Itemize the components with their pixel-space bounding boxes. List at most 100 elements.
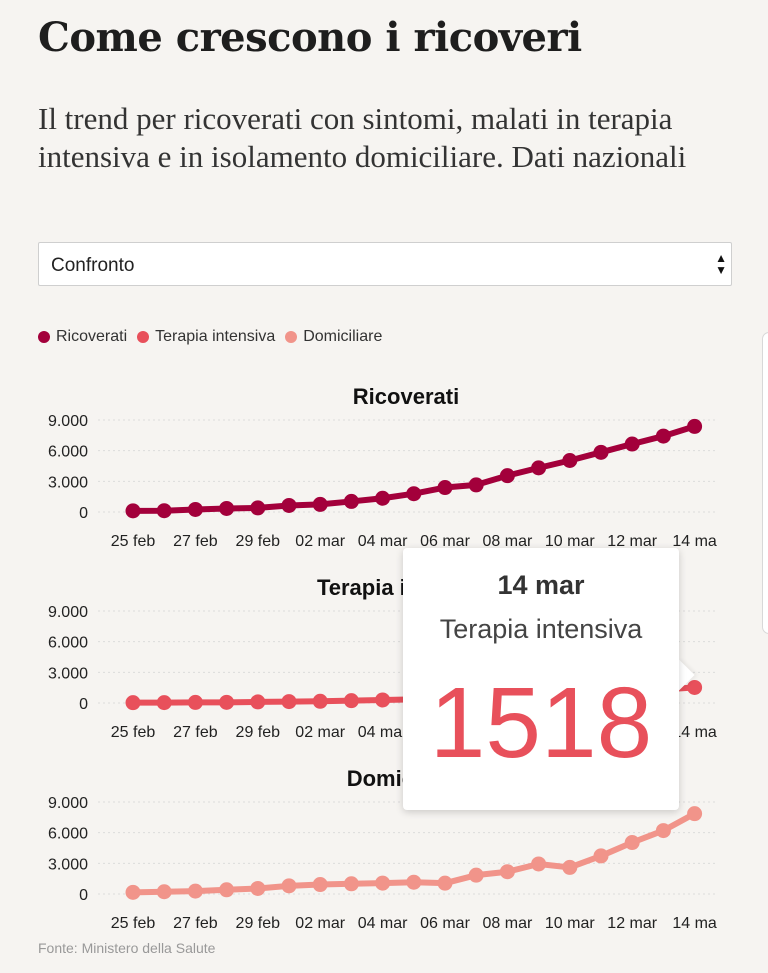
x-tick-label: 27 feb — [173, 724, 218, 741]
x-tick-label: 02 mar — [295, 915, 345, 932]
x-tick-label: 12 mar — [607, 915, 657, 932]
data-point — [562, 859, 578, 875]
data-point — [593, 444, 609, 460]
x-tick-label: 27 feb — [173, 533, 218, 550]
data-point — [219, 694, 235, 710]
x-tick-label: 14 ma — [672, 533, 717, 550]
y-tick-label: 3.000 — [48, 856, 88, 873]
data-point — [687, 806, 703, 822]
x-tick-label: 29 feb — [236, 915, 281, 932]
data-point — [187, 883, 203, 899]
y-tick-label: 3.000 — [48, 665, 88, 682]
x-tick-label: 29 feb — [236, 533, 281, 550]
data-point — [156, 503, 172, 519]
data-point — [343, 493, 359, 509]
data-point — [250, 880, 266, 896]
x-tick-label: 04 mar — [358, 724, 408, 741]
x-tick-label: 04 mar — [358, 915, 408, 932]
data-point — [468, 477, 484, 493]
x-tick-label: 29 feb — [236, 724, 281, 741]
x-tick-label: 25 feb — [111, 533, 156, 550]
data-point — [156, 884, 172, 900]
data-point — [312, 877, 328, 893]
x-tick-label: 08 mar — [483, 915, 533, 932]
data-point — [219, 882, 235, 898]
data-point — [437, 480, 453, 496]
data-point — [687, 679, 703, 695]
data-point — [312, 693, 328, 709]
y-tick-label: 3.000 — [48, 474, 88, 491]
data-point — [499, 468, 515, 484]
x-tick-label: 25 feb — [111, 915, 156, 932]
data-point — [562, 453, 578, 469]
y-tick-label: 6.000 — [48, 826, 88, 843]
legend: Ricoverati Terapia intensiva Domiciliare — [38, 328, 392, 346]
legend-item-terapia-intensiva[interactable]: Terapia intensiva — [137, 328, 275, 346]
y-tick-label: 6.000 — [48, 635, 88, 652]
x-tick-label: 08 mar — [483, 533, 533, 550]
data-point — [499, 864, 515, 880]
data-point — [156, 695, 172, 711]
tooltip-date: 14 mar — [497, 570, 585, 600]
legend-item-domiciliare[interactable]: Domiciliare — [285, 328, 382, 346]
data-point — [125, 695, 141, 711]
data-point — [655, 823, 671, 839]
data-point — [281, 694, 297, 710]
data-point — [624, 835, 640, 851]
y-tick-label: 0 — [79, 696, 88, 713]
data-point — [531, 460, 547, 476]
data-point — [343, 876, 359, 892]
data-point — [655, 428, 671, 444]
legend-item-ricoverati[interactable]: Ricoverati — [38, 328, 127, 346]
x-tick-label: 14 ma — [672, 915, 717, 932]
data-point — [406, 486, 422, 502]
x-tick-label: 10 mar — [545, 915, 595, 932]
page-title: Come crescono i ricoveri — [38, 14, 582, 61]
source-note: Fonte: Ministero della Salute — [38, 940, 216, 956]
page-subtitle: Il trend per ricoverati con sintomi, mal… — [38, 101, 687, 174]
data-point — [375, 490, 391, 506]
data-point — [281, 497, 297, 513]
data-point — [125, 503, 141, 519]
chart-title: Ricoverati — [353, 384, 459, 409]
x-tick-label: 04 mar — [358, 533, 408, 550]
x-tick-label: 06 mar — [420, 533, 470, 550]
x-tick-label: 10 mar — [545, 533, 595, 550]
data-point — [375, 875, 391, 891]
x-tick-label: 12 mar — [607, 533, 657, 550]
data-point — [437, 875, 453, 891]
data-point — [406, 874, 422, 890]
legend-dot-icon — [137, 331, 150, 343]
dropdown-arrows-icon: ▲ ▼ — [715, 251, 727, 277]
legend-dot-icon — [38, 331, 50, 343]
tooltip-value: 1518 — [429, 667, 653, 779]
legend-label: Ricoverati — [56, 328, 128, 345]
legend-dot-icon — [285, 331, 298, 343]
chart-selector-dropdown[interactable]: Confronto ▲ ▼ — [38, 242, 732, 286]
data-point — [219, 500, 235, 516]
x-tick-label: 14 ma — [672, 724, 717, 741]
legend-label: Terapia intensiva — [155, 328, 276, 345]
data-point — [281, 878, 297, 894]
data-point — [250, 694, 266, 710]
chart-tooltip: 14 mar Terapia intensiva 1518 — [403, 548, 679, 810]
y-tick-label: 0 — [79, 505, 88, 522]
y-tick-label: 0 — [79, 887, 88, 904]
tooltip-series-name: Terapia intensiva — [439, 614, 643, 644]
legend-label: Domiciliare — [303, 328, 383, 345]
data-point — [125, 884, 141, 900]
y-tick-label: 6.000 — [48, 444, 88, 461]
data-point — [187, 501, 203, 517]
x-tick-label: 06 mar — [420, 915, 470, 932]
x-tick-label: 02 mar — [295, 533, 345, 550]
x-tick-label: 27 feb — [173, 915, 218, 932]
data-point — [468, 867, 484, 883]
data-point — [187, 694, 203, 710]
selected-option: Confronto — [51, 255, 135, 276]
y-tick-label: 9.000 — [48, 413, 88, 430]
data-point — [312, 496, 328, 512]
data-point — [531, 856, 547, 872]
data-point — [624, 436, 640, 452]
data-point — [687, 418, 703, 434]
